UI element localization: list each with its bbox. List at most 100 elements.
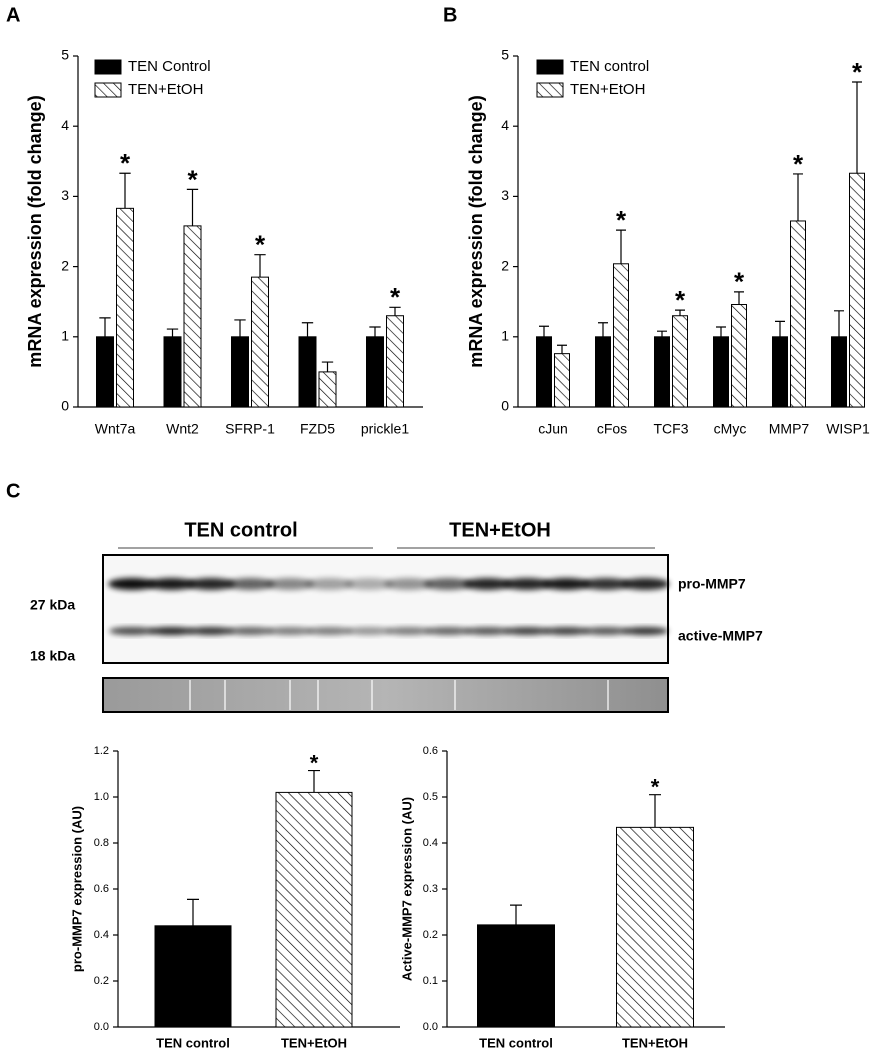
bar bbox=[536, 336, 552, 408]
band bbox=[463, 578, 512, 590]
bar bbox=[275, 791, 353, 1028]
x-tick-label: WISP1 bbox=[826, 421, 870, 437]
y-tick-label: 0.1 bbox=[423, 975, 438, 987]
significance: * bbox=[616, 205, 627, 235]
legend-swatch bbox=[94, 82, 122, 98]
error-bar bbox=[557, 344, 567, 354]
y-tick-label: 0.8 bbox=[94, 837, 109, 849]
band bbox=[621, 578, 670, 590]
band bbox=[346, 627, 392, 635]
x-tick-label: TCF3 bbox=[654, 421, 689, 437]
band bbox=[148, 627, 195, 635]
x-tick-label: TEN+EtOH bbox=[281, 1035, 347, 1050]
group-label: TEN+EtOH bbox=[449, 519, 551, 541]
band-label: pro-MMP7 bbox=[678, 576, 746, 592]
error-bar bbox=[657, 330, 667, 337]
bar bbox=[790, 220, 806, 408]
error-bar bbox=[186, 188, 199, 226]
band bbox=[147, 578, 196, 590]
panel-label: A bbox=[6, 4, 20, 26]
error-bar bbox=[99, 317, 111, 337]
y-tick-label: 1.0 bbox=[94, 791, 109, 803]
group-label: TEN control bbox=[184, 519, 297, 541]
y-tick-label: 1 bbox=[501, 328, 509, 344]
error-bar bbox=[254, 254, 266, 278]
bar bbox=[654, 336, 670, 408]
band bbox=[543, 627, 590, 635]
error-bar bbox=[119, 172, 131, 209]
error-bar bbox=[852, 81, 862, 174]
error-bar bbox=[301, 322, 314, 337]
x-tick-label: cFos bbox=[597, 421, 627, 437]
x-tick-label: prickle1 bbox=[361, 421, 409, 437]
x-tick-label: MMP7 bbox=[769, 421, 810, 437]
legend-swatch bbox=[94, 59, 122, 75]
y-tick-label: 0.4 bbox=[423, 837, 438, 849]
panel-label: B bbox=[443, 4, 457, 26]
error-bar bbox=[734, 291, 744, 305]
band bbox=[226, 578, 275, 590]
y-tick-label: 5 bbox=[501, 47, 509, 63]
x-tick-label: TEN control bbox=[156, 1035, 230, 1050]
band-label: active-MMP7 bbox=[678, 628, 763, 644]
y-tick-label: 5 bbox=[61, 47, 69, 63]
legend-label: TEN+EtOH bbox=[128, 81, 203, 98]
error-bar bbox=[369, 326, 381, 337]
legend-label: TEN Control bbox=[128, 58, 211, 75]
band bbox=[267, 627, 313, 635]
bar bbox=[616, 826, 694, 1028]
legend-swatch bbox=[536, 82, 564, 98]
y-tick-label: 4 bbox=[501, 117, 509, 133]
legend-swatch bbox=[536, 59, 564, 75]
significance: * bbox=[255, 230, 266, 260]
bar bbox=[613, 263, 629, 408]
error-bar bbox=[187, 898, 199, 926]
error-bar bbox=[510, 904, 522, 925]
bar bbox=[831, 336, 847, 408]
band bbox=[227, 627, 274, 635]
y-tick-label: 0.5 bbox=[423, 791, 438, 803]
significance: * bbox=[187, 164, 198, 194]
y-tick-label: 1 bbox=[61, 328, 69, 344]
error-bar bbox=[675, 309, 685, 316]
error-bar bbox=[321, 361, 334, 372]
marker-label: 27 kDa bbox=[30, 597, 75, 613]
y-tick-label: 0.6 bbox=[423, 745, 438, 757]
y-tick-label: 0.2 bbox=[423, 929, 438, 941]
y-tick-label: 0 bbox=[501, 398, 509, 414]
significance: * bbox=[390, 282, 401, 312]
significance: * bbox=[310, 750, 319, 775]
significance: * bbox=[793, 149, 804, 179]
x-tick-label: cMyc bbox=[714, 421, 747, 437]
band bbox=[305, 578, 354, 590]
y-tick-label: 2 bbox=[61, 257, 69, 273]
error-bar bbox=[716, 326, 726, 337]
western-blot bbox=[102, 554, 670, 664]
loading-control bbox=[102, 677, 669, 713]
band bbox=[266, 578, 314, 590]
band bbox=[425, 627, 471, 635]
band bbox=[582, 578, 630, 590]
band bbox=[306, 627, 353, 635]
bar bbox=[366, 336, 384, 408]
y-tick-label: 0.2 bbox=[94, 975, 109, 987]
bar bbox=[713, 336, 729, 408]
band bbox=[542, 578, 591, 590]
error-bar bbox=[234, 319, 246, 337]
error-bar bbox=[598, 322, 608, 337]
bar bbox=[731, 304, 747, 408]
y-tick-label: 0.6 bbox=[94, 883, 109, 895]
error-bar bbox=[775, 320, 785, 337]
band bbox=[583, 627, 629, 635]
band bbox=[384, 578, 433, 590]
y-tick-label: 0.3 bbox=[423, 883, 438, 895]
x-tick-label: FZD5 bbox=[300, 421, 335, 437]
band bbox=[385, 627, 432, 635]
y-axis-label: Active-MMP7 expression (AU) bbox=[399, 797, 414, 981]
legend-label: TEN+EtOH bbox=[570, 81, 645, 98]
error-bar bbox=[539, 325, 549, 337]
bar bbox=[318, 371, 337, 408]
error-bar bbox=[166, 328, 179, 337]
error-bar bbox=[649, 794, 661, 828]
